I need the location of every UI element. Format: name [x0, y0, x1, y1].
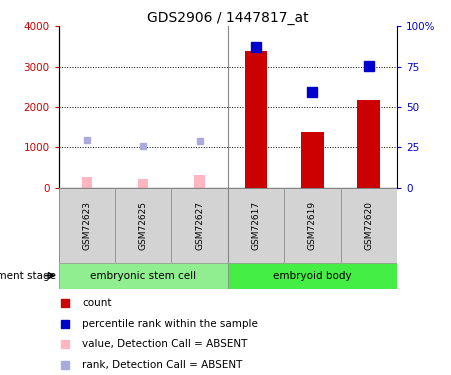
Bar	[82, 177, 92, 188]
Text: percentile rank within the sample: percentile rank within the sample	[83, 319, 258, 329]
Text: development stage: development stage	[0, 271, 56, 280]
Bar	[115, 188, 171, 262]
Text: count: count	[83, 298, 112, 308]
Text: GSM72620: GSM72620	[364, 201, 373, 249]
Bar	[171, 188, 228, 262]
Text: GSM72623: GSM72623	[83, 201, 91, 249]
Bar	[244, 51, 267, 188]
Bar	[138, 180, 148, 188]
Bar	[301, 132, 324, 188]
Text: value, Detection Call = ABSENT: value, Detection Call = ABSENT	[83, 339, 248, 350]
Text: rank, Detection Call = ABSENT: rank, Detection Call = ABSENT	[83, 360, 243, 370]
Title: GDS2906 / 1447817_at: GDS2906 / 1447817_at	[147, 11, 308, 25]
Bar	[59, 188, 115, 262]
Bar	[341, 188, 397, 262]
Bar	[284, 188, 341, 262]
Text: GSM72625: GSM72625	[139, 201, 147, 249]
Text: GSM72619: GSM72619	[308, 200, 317, 250]
Bar	[59, 262, 228, 289]
Bar	[228, 262, 397, 289]
Bar	[357, 100, 380, 188]
Text: GSM72627: GSM72627	[195, 201, 204, 249]
Text: embryonic stem cell: embryonic stem cell	[90, 271, 196, 280]
Bar	[194, 175, 205, 188]
Text: GSM72617: GSM72617	[252, 200, 260, 250]
Text: embryoid body: embryoid body	[273, 271, 352, 280]
Bar	[228, 188, 284, 262]
